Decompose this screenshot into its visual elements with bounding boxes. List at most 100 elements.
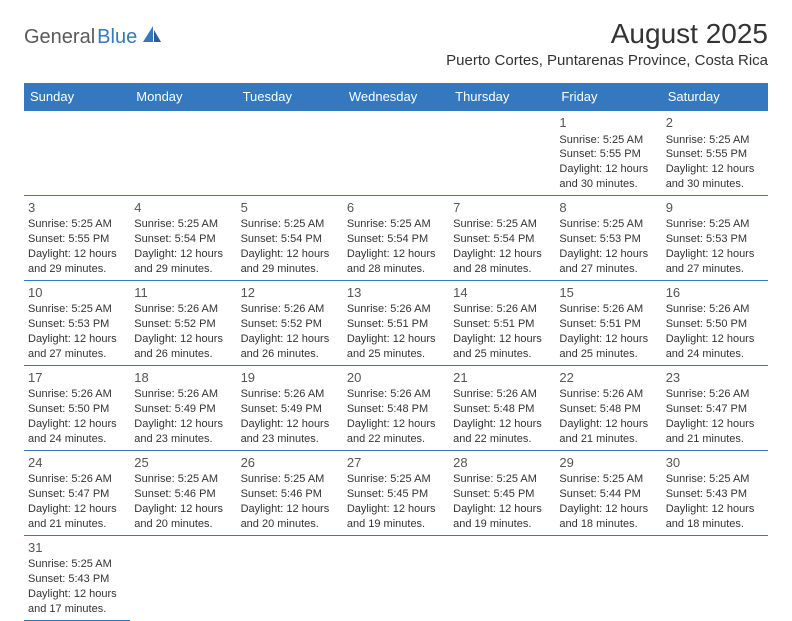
- logo: General Blue: [24, 24, 163, 51]
- day-info: Sunrise: 5:26 AMSunset: 5:50 PMDaylight:…: [28, 387, 126, 446]
- day-number: 25: [134, 454, 232, 472]
- logo-text-general: General: [24, 26, 95, 49]
- day-info: Sunrise: 5:26 AMSunset: 5:51 PMDaylight:…: [347, 302, 445, 361]
- day-info: Sunrise: 5:25 AMSunset: 5:45 PMDaylight:…: [453, 472, 551, 531]
- day-info: Sunrise: 5:25 AMSunset: 5:55 PMDaylight:…: [28, 217, 126, 276]
- day-number: 14: [453, 284, 551, 302]
- calendar-cell: 7Sunrise: 5:25 AMSunset: 5:54 PMDaylight…: [449, 195, 555, 280]
- day-info: Sunrise: 5:25 AMSunset: 5:54 PMDaylight:…: [241, 217, 339, 276]
- day-info: Sunrise: 5:26 AMSunset: 5:49 PMDaylight:…: [241, 387, 339, 446]
- calendar-cell: 19Sunrise: 5:26 AMSunset: 5:49 PMDayligh…: [237, 365, 343, 450]
- calendar-cell: 21Sunrise: 5:26 AMSunset: 5:48 PMDayligh…: [449, 365, 555, 450]
- day-number: 29: [559, 454, 657, 472]
- calendar-cell: 12Sunrise: 5:26 AMSunset: 5:52 PMDayligh…: [237, 280, 343, 365]
- calendar-cell: [130, 111, 236, 196]
- calendar-cell: 8Sunrise: 5:25 AMSunset: 5:53 PMDaylight…: [555, 195, 661, 280]
- calendar-cell: [237, 111, 343, 196]
- calendar-cell: 25Sunrise: 5:25 AMSunset: 5:46 PMDayligh…: [130, 450, 236, 535]
- day-number: 5: [241, 199, 339, 217]
- day-info: Sunrise: 5:26 AMSunset: 5:49 PMDaylight:…: [134, 387, 232, 446]
- day-number: 6: [347, 199, 445, 217]
- calendar-cell: 31Sunrise: 5:25 AMSunset: 5:43 PMDayligh…: [24, 535, 130, 620]
- day-info: Sunrise: 5:26 AMSunset: 5:50 PMDaylight:…: [666, 302, 764, 361]
- day-info: Sunrise: 5:25 AMSunset: 5:53 PMDaylight:…: [666, 217, 764, 276]
- header: General Blue August 2025 Puerto Cortes, …: [0, 0, 792, 77]
- calendar-cell: 27Sunrise: 5:25 AMSunset: 5:45 PMDayligh…: [343, 450, 449, 535]
- day-number: 13: [347, 284, 445, 302]
- calendar-cell: 4Sunrise: 5:25 AMSunset: 5:54 PMDaylight…: [130, 195, 236, 280]
- calendar-cell: 9Sunrise: 5:25 AMSunset: 5:53 PMDaylight…: [662, 195, 768, 280]
- calendar-cell: 15Sunrise: 5:26 AMSunset: 5:51 PMDayligh…: [555, 280, 661, 365]
- day-number: 4: [134, 199, 232, 217]
- day-header: Tuesday: [237, 83, 343, 111]
- day-number: 12: [241, 284, 339, 302]
- calendar-week: 17Sunrise: 5:26 AMSunset: 5:50 PMDayligh…: [24, 365, 768, 450]
- calendar-cell: 29Sunrise: 5:25 AMSunset: 5:44 PMDayligh…: [555, 450, 661, 535]
- calendar-cell: [449, 535, 555, 620]
- calendar-table: SundayMondayTuesdayWednesdayThursdayFrid…: [24, 83, 768, 621]
- calendar-cell: 17Sunrise: 5:26 AMSunset: 5:50 PMDayligh…: [24, 365, 130, 450]
- day-number: 8: [559, 199, 657, 217]
- month-title: August 2025: [446, 18, 768, 50]
- calendar-cell: [662, 535, 768, 620]
- calendar-cell: 3Sunrise: 5:25 AMSunset: 5:55 PMDaylight…: [24, 195, 130, 280]
- title-block: August 2025 Puerto Cortes, Puntarenas Pr…: [446, 18, 768, 69]
- calendar-cell: 28Sunrise: 5:25 AMSunset: 5:45 PMDayligh…: [449, 450, 555, 535]
- calendar-cell: 18Sunrise: 5:26 AMSunset: 5:49 PMDayligh…: [130, 365, 236, 450]
- calendar-cell: 22Sunrise: 5:26 AMSunset: 5:48 PMDayligh…: [555, 365, 661, 450]
- day-number: 23: [666, 369, 764, 387]
- logo-sail-icon: [141, 24, 163, 51]
- calendar-cell: 14Sunrise: 5:26 AMSunset: 5:51 PMDayligh…: [449, 280, 555, 365]
- calendar-week: 3Sunrise: 5:25 AMSunset: 5:55 PMDaylight…: [24, 195, 768, 280]
- day-info: Sunrise: 5:26 AMSunset: 5:52 PMDaylight:…: [134, 302, 232, 361]
- day-header: Sunday: [24, 83, 130, 111]
- day-info: Sunrise: 5:25 AMSunset: 5:54 PMDaylight:…: [347, 217, 445, 276]
- day-number: 1: [559, 114, 657, 132]
- day-info: Sunrise: 5:25 AMSunset: 5:43 PMDaylight:…: [666, 472, 764, 531]
- calendar-cell: 26Sunrise: 5:25 AMSunset: 5:46 PMDayligh…: [237, 450, 343, 535]
- calendar-cell: 16Sunrise: 5:26 AMSunset: 5:50 PMDayligh…: [662, 280, 768, 365]
- day-info: Sunrise: 5:25 AMSunset: 5:46 PMDaylight:…: [241, 472, 339, 531]
- calendar-cell: [130, 535, 236, 620]
- calendar-cell: 20Sunrise: 5:26 AMSunset: 5:48 PMDayligh…: [343, 365, 449, 450]
- day-info: Sunrise: 5:25 AMSunset: 5:54 PMDaylight:…: [453, 217, 551, 276]
- day-info: Sunrise: 5:26 AMSunset: 5:48 PMDaylight:…: [559, 387, 657, 446]
- calendar-week: 31Sunrise: 5:25 AMSunset: 5:43 PMDayligh…: [24, 535, 768, 620]
- day-header: Wednesday: [343, 83, 449, 111]
- day-info: Sunrise: 5:25 AMSunset: 5:53 PMDaylight:…: [28, 302, 126, 361]
- day-number: 9: [666, 199, 764, 217]
- calendar-cell: 1Sunrise: 5:25 AMSunset: 5:55 PMDaylight…: [555, 111, 661, 196]
- day-number: 20: [347, 369, 445, 387]
- day-number: 26: [241, 454, 339, 472]
- day-header: Friday: [555, 83, 661, 111]
- day-header: Thursday: [449, 83, 555, 111]
- calendar-body: 1Sunrise: 5:25 AMSunset: 5:55 PMDaylight…: [24, 111, 768, 621]
- calendar-week: 1Sunrise: 5:25 AMSunset: 5:55 PMDaylight…: [24, 111, 768, 196]
- day-number: 18: [134, 369, 232, 387]
- day-info: Sunrise: 5:25 AMSunset: 5:46 PMDaylight:…: [134, 472, 232, 531]
- day-number: 11: [134, 284, 232, 302]
- day-number: 19: [241, 369, 339, 387]
- day-info: Sunrise: 5:26 AMSunset: 5:48 PMDaylight:…: [347, 387, 445, 446]
- calendar-cell: 2Sunrise: 5:25 AMSunset: 5:55 PMDaylight…: [662, 111, 768, 196]
- day-number: 22: [559, 369, 657, 387]
- day-number: 2: [666, 114, 764, 132]
- day-number: 31: [28, 539, 126, 557]
- calendar-cell: 24Sunrise: 5:26 AMSunset: 5:47 PMDayligh…: [24, 450, 130, 535]
- calendar-cell: 11Sunrise: 5:26 AMSunset: 5:52 PMDayligh…: [130, 280, 236, 365]
- day-info: Sunrise: 5:26 AMSunset: 5:47 PMDaylight:…: [28, 472, 126, 531]
- calendar-cell: 10Sunrise: 5:25 AMSunset: 5:53 PMDayligh…: [24, 280, 130, 365]
- day-header: Monday: [130, 83, 236, 111]
- day-header: Saturday: [662, 83, 768, 111]
- day-info: Sunrise: 5:26 AMSunset: 5:51 PMDaylight:…: [559, 302, 657, 361]
- day-info: Sunrise: 5:25 AMSunset: 5:45 PMDaylight:…: [347, 472, 445, 531]
- day-info: Sunrise: 5:25 AMSunset: 5:55 PMDaylight:…: [559, 133, 657, 192]
- calendar-cell: 5Sunrise: 5:25 AMSunset: 5:54 PMDaylight…: [237, 195, 343, 280]
- logo-text-blue: Blue: [97, 26, 137, 49]
- calendar-cell: [24, 111, 130, 196]
- calendar-cell: [343, 535, 449, 620]
- day-number: 30: [666, 454, 764, 472]
- calendar-cell: 23Sunrise: 5:26 AMSunset: 5:47 PMDayligh…: [662, 365, 768, 450]
- day-info: Sunrise: 5:26 AMSunset: 5:52 PMDaylight:…: [241, 302, 339, 361]
- location-subtitle: Puerto Cortes, Puntarenas Province, Cost…: [446, 52, 768, 69]
